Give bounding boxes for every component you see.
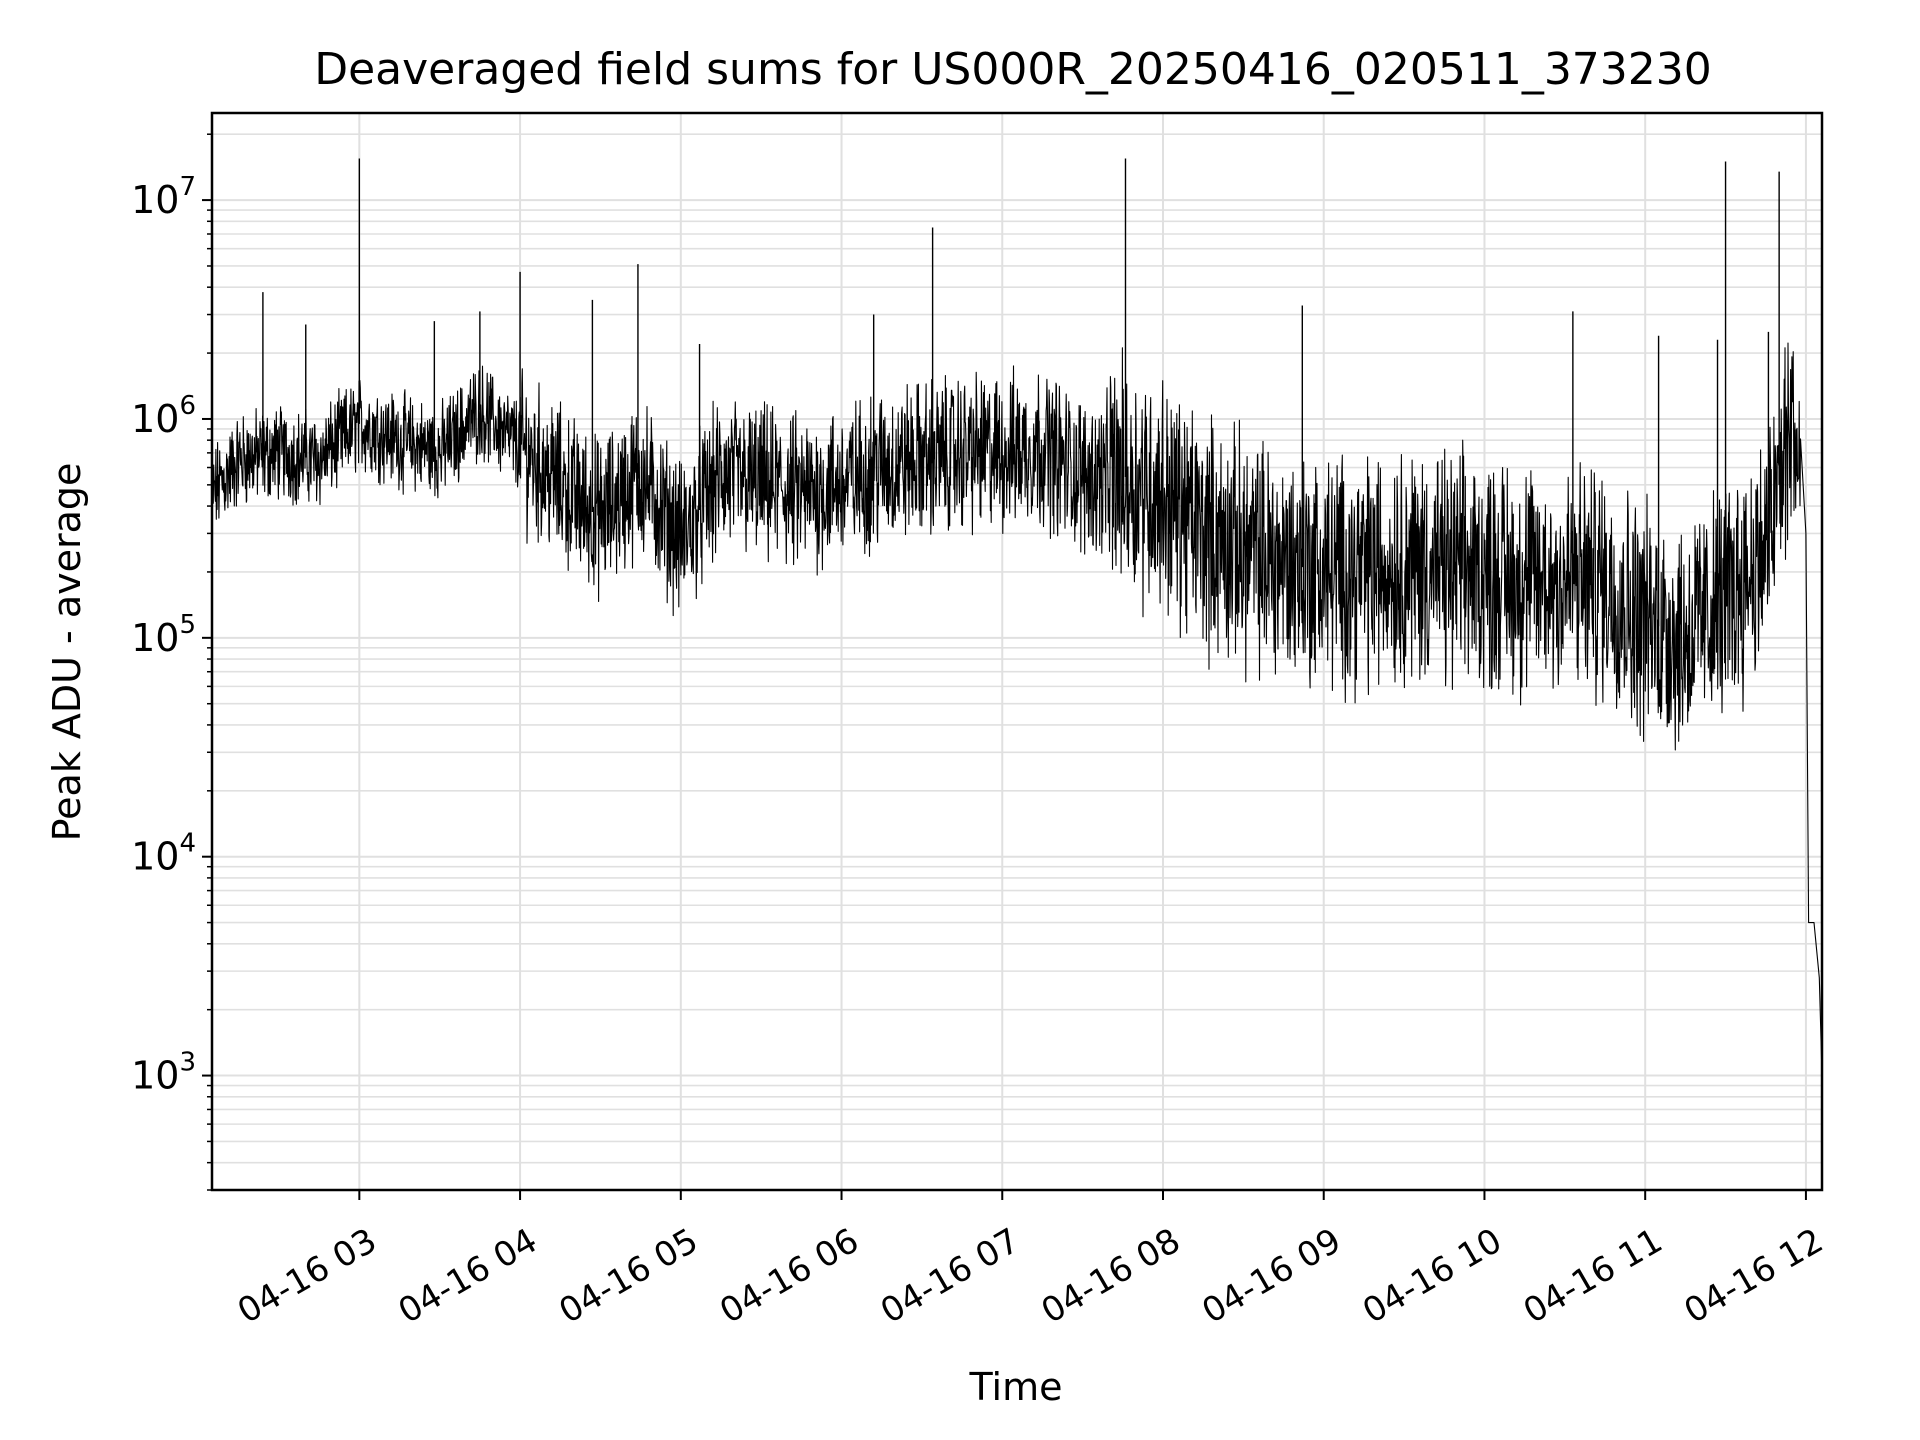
chart-title: Deaveraged field sums for US000R_2025041… [314, 44, 1712, 95]
x-tick-label: 04-16 05 [553, 1221, 705, 1332]
x-tick-label: 04-16 08 [1035, 1221, 1187, 1332]
x-tick-label: 04-16 11 [1517, 1221, 1669, 1332]
x-tick-label: 04-16 10 [1356, 1221, 1508, 1332]
y-tick-label: 107 [131, 172, 196, 222]
y-tick-label: 104 [131, 829, 196, 879]
x-axis: 04-16 03 04-16 04 04-16 05 04-16 06 04-16 07… [231, 1190, 1830, 1332]
plot-area [211, 158, 1823, 1076]
x-tick-label: 04-16 03 [231, 1221, 383, 1332]
x-tick-label: 04-16 07 [874, 1221, 1026, 1332]
gridlines [212, 113, 1822, 1191]
x-tick-label: 04-16 04 [392, 1221, 544, 1332]
x-tick-label: 04-16 06 [713, 1221, 865, 1332]
y-axis: 103 104 105 106 107 [131, 133, 212, 1191]
x-axis-label: Time [969, 1365, 1063, 1409]
y-tick-label: 103 [131, 1048, 196, 1098]
x-tick-label: 04-16 12 [1678, 1221, 1830, 1332]
x-tick-label: 04-16 09 [1195, 1221, 1347, 1332]
y-axis-label: Peak ADU - average [45, 463, 89, 842]
y-tick-label: 105 [131, 610, 196, 660]
plot-frame [210, 111, 1824, 1192]
series-line [211, 342, 1823, 1076]
y-tick-label: 106 [131, 391, 196, 441]
